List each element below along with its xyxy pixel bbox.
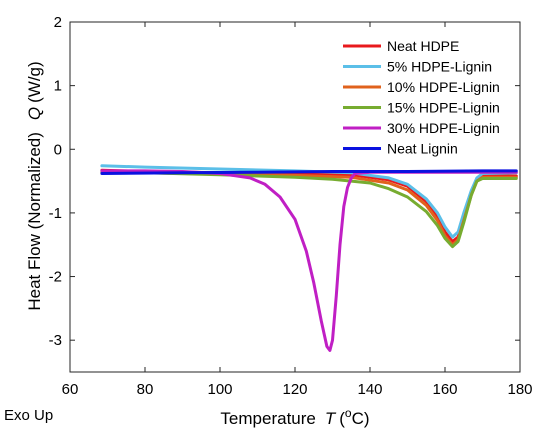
legend-label-1: 5% HDPE-Lignin: [387, 59, 492, 75]
legend-label-2: 10% HDPE-Lignin: [387, 79, 500, 95]
x-tick-label: 180: [507, 381, 532, 398]
x-tick-label: 60: [62, 381, 79, 398]
y-tick-label: -2: [49, 269, 62, 286]
y-tick-label: -1: [49, 205, 62, 222]
ticks: 60 80 100 120 140 160 180 2 1 0 -1 -2 -3: [49, 14, 533, 398]
series-line-1: [100, 164, 518, 239]
plot-area: [69, 21, 521, 373]
exo-up-annotation: Exo Up: [4, 407, 53, 424]
y-tick-label: 1: [54, 78, 62, 95]
legend-label-4: 30% HDPE-Lignin: [387, 120, 500, 136]
series-lines: [100, 164, 518, 352]
x-tick-label: 140: [357, 381, 382, 398]
series-line-3: [100, 170, 518, 249]
legend: Neat HDPE 5% HDPE-Lignin 10% HDPE-Lignin 15…: [343, 38, 500, 157]
x-tick-label: 100: [207, 381, 232, 398]
y-tick-label: 2: [54, 14, 62, 31]
y-axis-label: Heat Flow (Normalized)Q(W/g): [25, 61, 44, 310]
legend-label-3: 15% HDPE-Lignin: [387, 100, 500, 116]
x-tick-label: 120: [282, 381, 307, 398]
series-line-5: [100, 169, 518, 175]
x-axis-label: Temperature T (oC): [220, 406, 369, 428]
y-tick-label: -3: [49, 332, 62, 349]
legend-label-5: Neat Lignin: [387, 141, 458, 157]
y-tick-label: 0: [54, 141, 62, 158]
x-tick-label: 160: [432, 381, 457, 398]
x-tick-label: 80: [137, 381, 154, 398]
legend-label-0: Neat HDPE: [387, 38, 459, 54]
